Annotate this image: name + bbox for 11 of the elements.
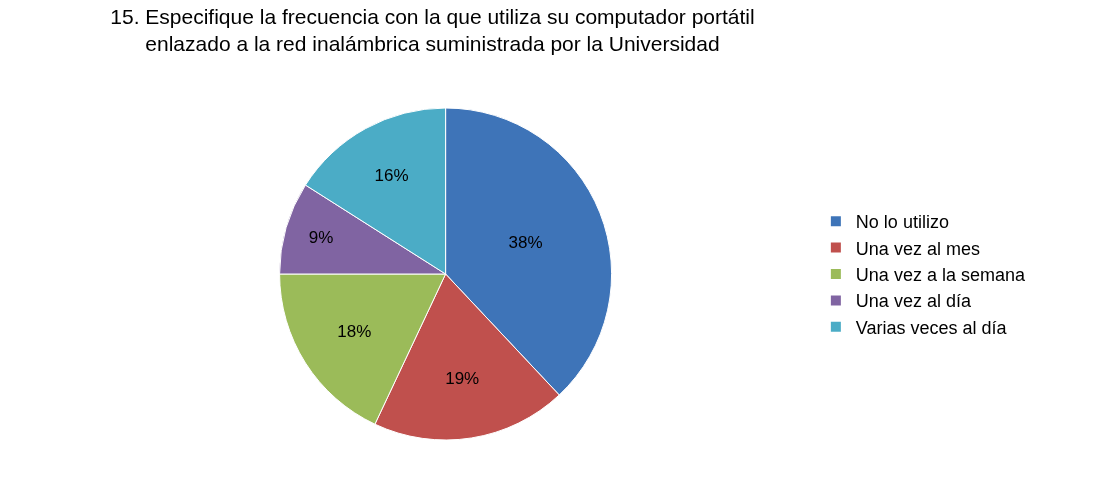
data-label: 19% [445,369,480,389]
data-label: 18% [337,322,372,342]
chart-title: 15. Especifique la frecuencia con la que utiliza su computador portátil enlazado a la red inalámbrica suministrada por la Universidad [110,5,755,56]
legend-label: Una vez al mes [855,238,980,259]
legend-label: No lo utilizo [855,212,949,233]
legend-label: Una vez al día [855,291,972,312]
legend-label: Varias veces al día [855,317,1008,338]
data-label: 38% [508,232,543,252]
data-label: 16% [374,166,409,186]
legend-label: Una vez a la semana [855,265,1026,286]
data-label: 9% [308,228,334,248]
